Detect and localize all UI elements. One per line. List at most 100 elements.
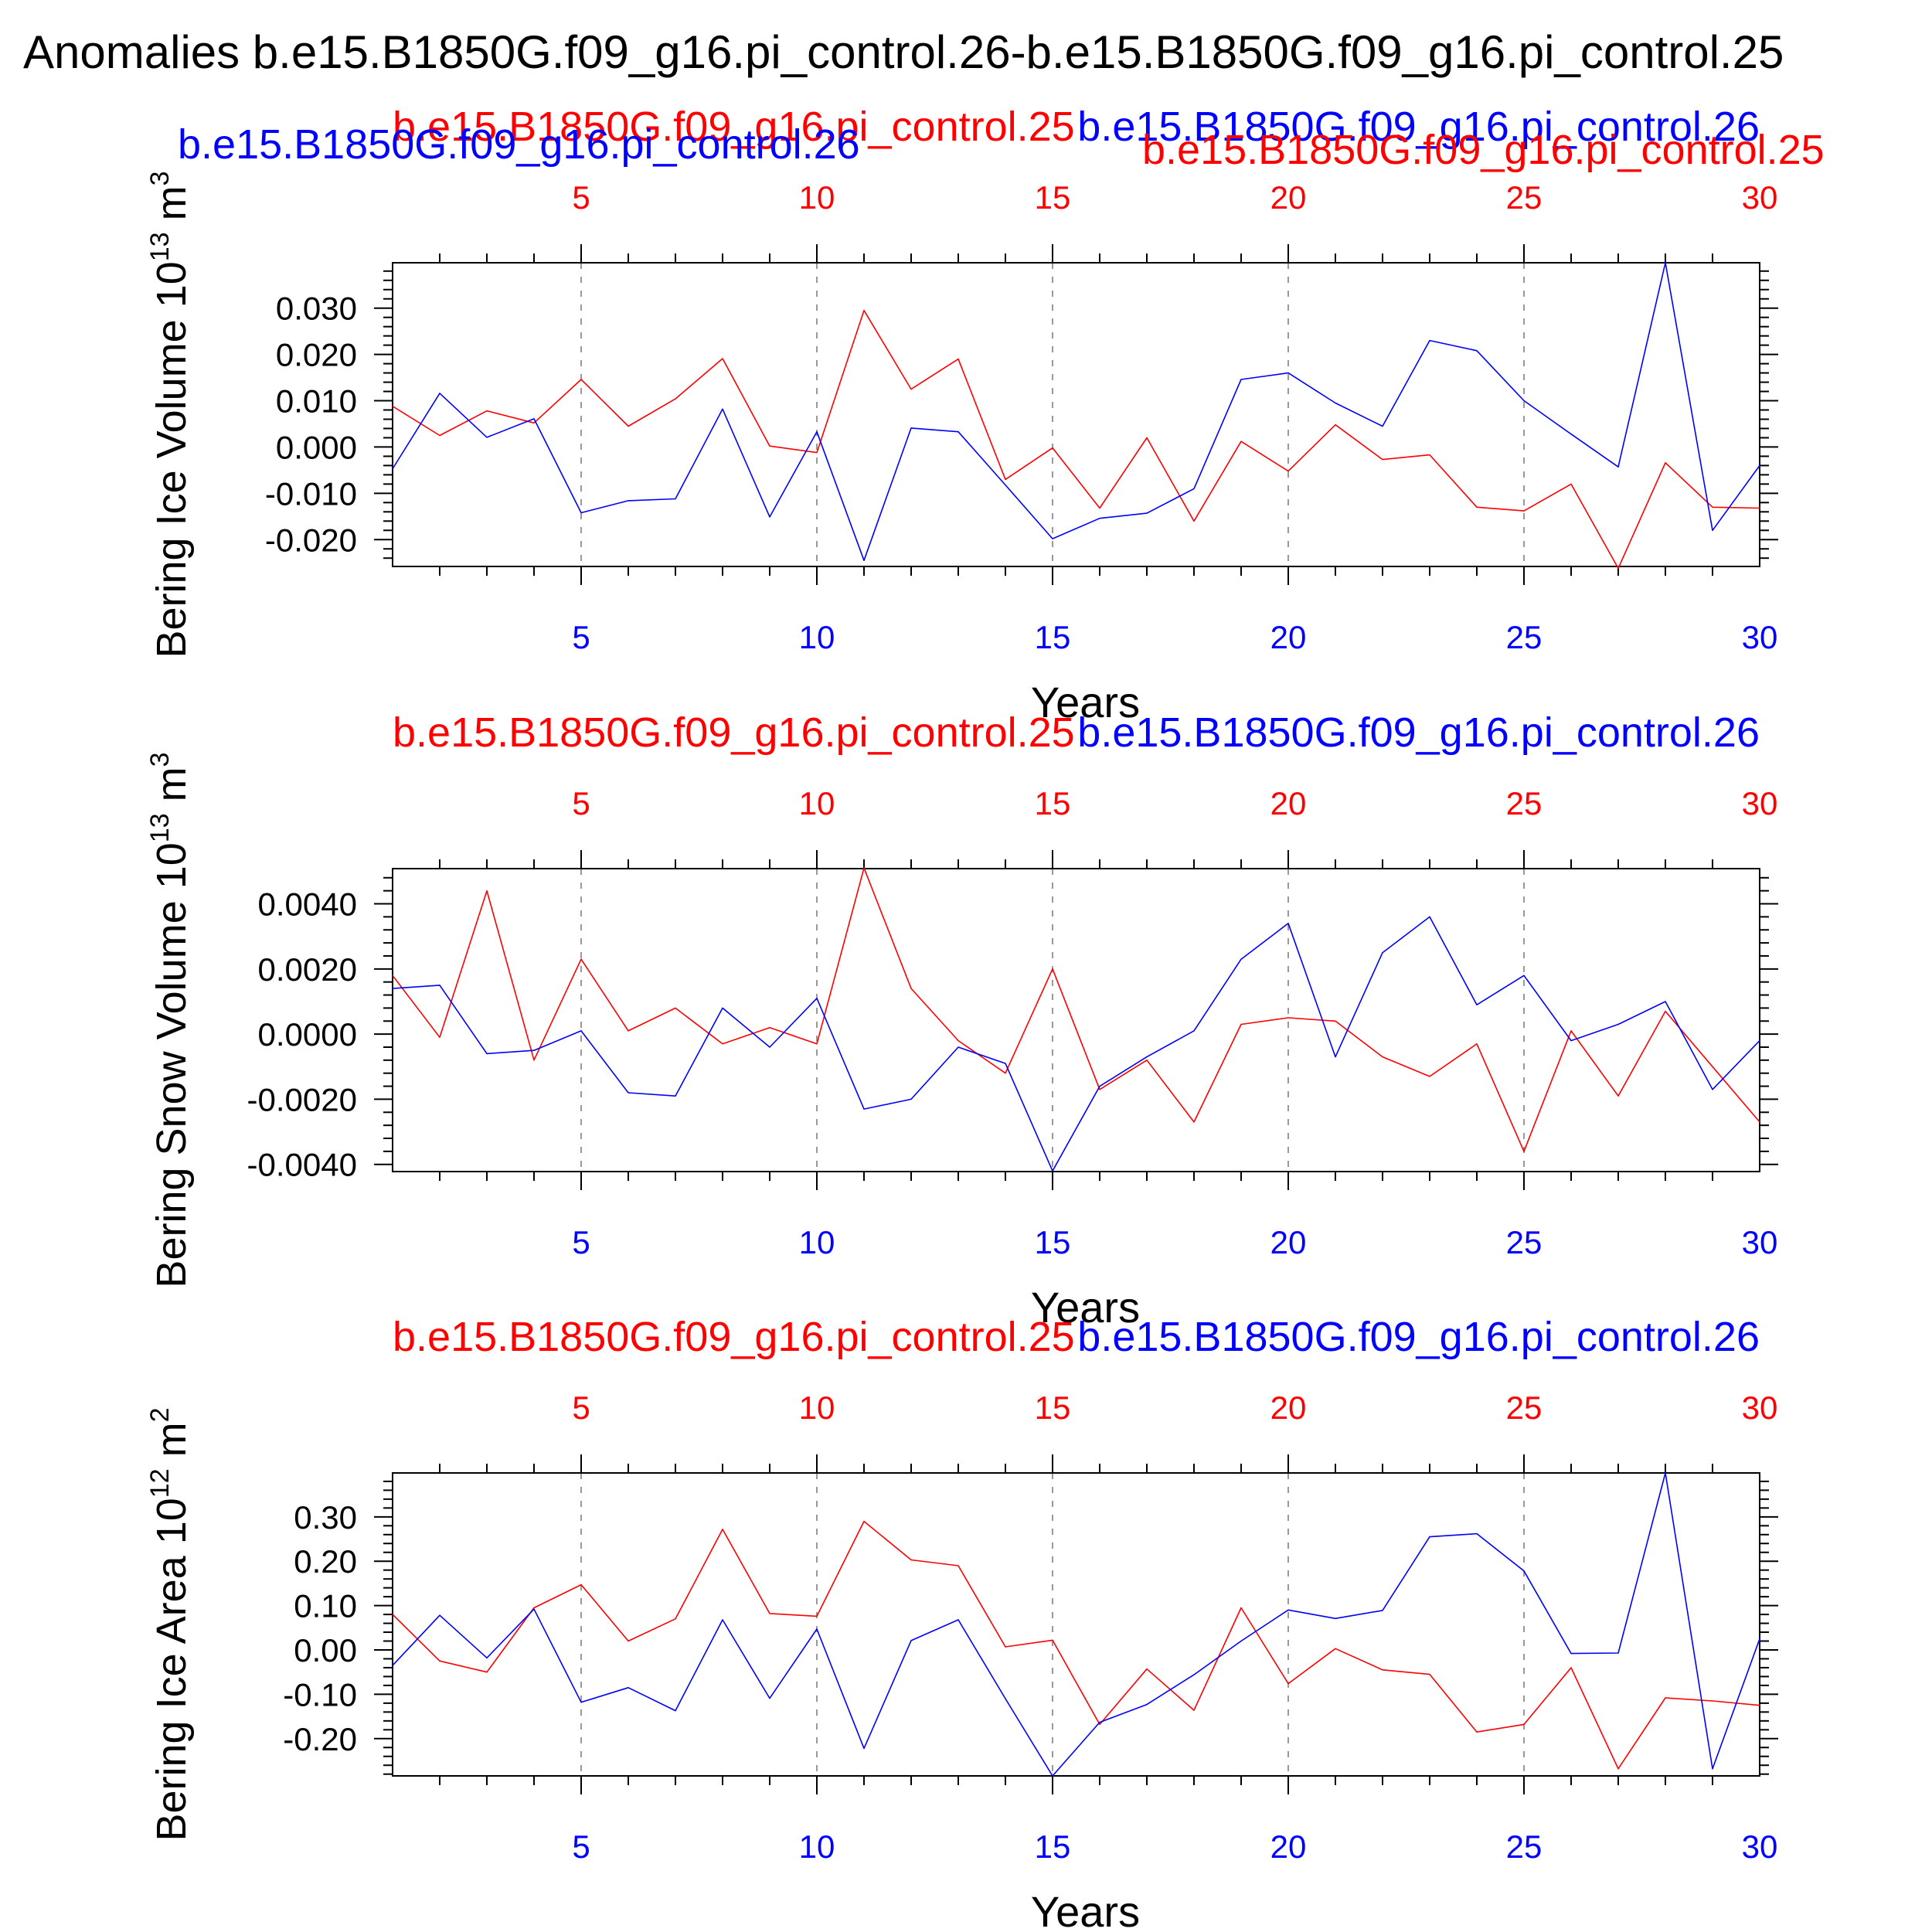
data-point <box>1382 1669 1383 1671</box>
y-tick-label: 0.30 <box>294 1499 357 1536</box>
data-point <box>486 1053 488 1055</box>
data-point <box>1617 1768 1619 1770</box>
data-point <box>1240 440 1242 442</box>
data-point <box>1617 466 1619 468</box>
data-point <box>1712 1066 1713 1067</box>
top-x-tick-label: 15 <box>1035 179 1071 216</box>
data-point <box>722 408 723 410</box>
top-x-tick-label: 10 <box>799 1389 835 1426</box>
data-point <box>392 988 393 989</box>
series-line-1 <box>392 867 1760 1152</box>
panel-snow-volume: -0.0040 -0.0020 0.0000 0.0020 0.0040 5 5 10 10 15… <box>145 709 1778 1332</box>
data-point <box>1287 1017 1289 1019</box>
data-point <box>863 867 865 869</box>
data-point <box>769 1697 770 1699</box>
data-point <box>1712 1089 1713 1090</box>
y-tick-label: 0.020 <box>276 337 357 373</box>
y-tick-label: 0.030 <box>276 291 357 327</box>
y-tick-label: -0.0040 <box>247 1147 357 1183</box>
series-line-1 <box>392 309 1760 570</box>
top-x-tick-label: 20 <box>1270 179 1307 216</box>
data-point <box>439 1660 440 1662</box>
y-axis-label: Bering Snow Volume 1013 m3 <box>145 752 195 1287</box>
top-x-tick-label: 30 <box>1742 785 1778 821</box>
data-point <box>1570 483 1572 485</box>
data-point <box>1523 1570 1525 1572</box>
data-point <box>392 468 393 470</box>
data-point <box>439 434 440 437</box>
data-point <box>910 1640 912 1641</box>
data-point <box>1146 437 1148 439</box>
data-point <box>1193 1709 1195 1711</box>
data-point <box>392 975 393 976</box>
data-point <box>1712 529 1713 531</box>
bottom-x-tick-label: 30 <box>1742 1224 1778 1260</box>
data-point <box>1429 1673 1430 1675</box>
data-point <box>769 516 770 518</box>
bottom-x-tick-label: 25 <box>1506 619 1543 655</box>
data-point <box>1617 1023 1619 1026</box>
series-title-blue-secondary: b.e15.B1850G.f09_g16.pi_control.26 <box>178 121 860 168</box>
data-point <box>1052 447 1053 449</box>
data-point <box>1617 1095 1619 1097</box>
bottom-x-tick-label: 10 <box>799 1828 835 1865</box>
data-point <box>1193 1030 1195 1032</box>
y-axis-label: Bering Ice Volume 1013 m3 <box>145 171 195 658</box>
bottom-x-tick-label: 30 <box>1742 1828 1778 1865</box>
y-tick-label: 0.010 <box>276 383 357 420</box>
series-title-blue: b.e15.B1850G.f09_g16.pi_control.26 <box>1077 1314 1760 1360</box>
data-point <box>1052 538 1053 539</box>
data-point <box>1523 975 1525 976</box>
bottom-x-tick-label: 10 <box>799 1224 835 1260</box>
data-point <box>1617 1652 1619 1654</box>
data-point <box>1287 372 1289 374</box>
data-point <box>1523 1723 1525 1726</box>
data-point <box>1052 1775 1053 1777</box>
data-point <box>1382 1056 1383 1058</box>
data-point <box>1099 1723 1100 1726</box>
y-tick-label: -0.20 <box>283 1721 357 1757</box>
y-axis-label-text: Bering Snow Volume 10 <box>148 842 195 1287</box>
bottom-x-tick-label: 20 <box>1270 1224 1307 1260</box>
series-title-red: b.e15.B1850G.f09_g16.pi_control.25 <box>393 1314 1075 1360</box>
bottom-x-tick-label: 30 <box>1742 619 1778 655</box>
x-axis-label: Years <box>1031 1887 1140 1932</box>
plot-frame <box>392 1472 1760 1777</box>
data-point <box>769 1613 770 1614</box>
data-point <box>1476 1533 1478 1535</box>
data-point <box>1099 1085 1100 1087</box>
x-axis-label: Years <box>1031 1283 1140 1332</box>
panels: -0.020 -0.010 0.000 0.010 0.020 0.030 5 5 10 10 15… <box>145 104 1825 1932</box>
data-point <box>1476 350 1478 352</box>
series-line-2 <box>392 916 1760 1172</box>
top-x-tick-label: 5 <box>572 179 590 216</box>
bottom-x-tick-label: 25 <box>1506 1828 1543 1865</box>
data-point <box>816 1628 818 1630</box>
data-point <box>1287 1609 1289 1611</box>
data-point <box>580 1030 582 1032</box>
series-title-red: b.e15.B1850G.f09_g16.pi_control.25 <box>393 104 1075 150</box>
data-point <box>533 418 535 420</box>
top-x-tick-label: 25 <box>1506 179 1543 216</box>
data-point <box>580 1584 582 1586</box>
y-tick-label: 0.000 <box>276 429 357 465</box>
data-point <box>1382 425 1383 427</box>
y-tick-label: 0.20 <box>294 1543 357 1580</box>
data-point <box>580 958 582 960</box>
data-point <box>1429 1076 1430 1077</box>
data-point <box>816 1043 818 1045</box>
data-point <box>863 1108 865 1110</box>
data-point <box>1099 1089 1100 1090</box>
y-tick-label: -0.010 <box>265 475 357 512</box>
bottom-x-tick-label: 5 <box>572 1224 590 1260</box>
data-point <box>1240 1023 1242 1026</box>
data-point <box>1099 1721 1100 1723</box>
top-x-tick-label: 5 <box>572 1389 590 1426</box>
data-point <box>1146 1668 1148 1670</box>
data-point <box>1382 459 1383 461</box>
data-point <box>863 1520 865 1522</box>
data-point <box>1382 952 1383 954</box>
data-point <box>533 1607 535 1609</box>
top-x-tick-label: 30 <box>1742 179 1778 216</box>
data-point <box>910 988 912 989</box>
